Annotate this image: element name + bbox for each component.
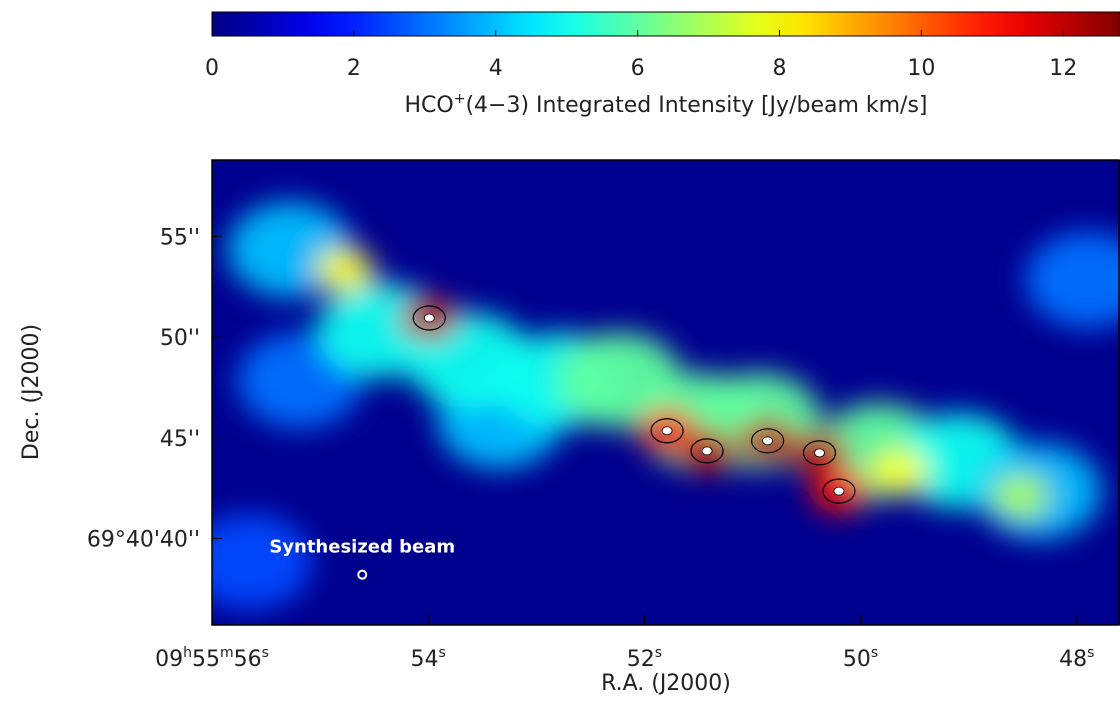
emission-peak — [991, 474, 1050, 519]
beam — [357, 569, 368, 580]
colorbar-tick-label: 10 — [907, 56, 935, 81]
colorbar-tick-label: 0 — [205, 56, 219, 81]
y-tick-label: 69°40'40'' — [87, 527, 200, 552]
colorbar-tick-label: 2 — [347, 56, 361, 81]
peak-core — [762, 436, 774, 446]
contour — [822, 478, 856, 504]
colorbar-label: HCO+(4−3) Integrated Intensity [Jy/beam … — [404, 91, 927, 118]
colorbar-tick-label: 12 — [1049, 56, 1077, 81]
tick-sup: s — [262, 645, 269, 661]
x-tick-label: 48s — [1059, 645, 1094, 672]
tick-sup: s — [439, 645, 446, 661]
peak-core — [423, 313, 435, 323]
colorbar-tick-label: 6 — [631, 56, 645, 81]
x-tick-label: 50s — [843, 645, 878, 672]
tick-part: 50 — [843, 647, 871, 672]
plot-frame — [211, 159, 1120, 626]
contour — [751, 428, 785, 454]
label-sup: + — [454, 91, 466, 107]
contour — [690, 438, 724, 464]
y-tick-label: 55'' — [160, 225, 200, 250]
label-part: (4−3) Integrated Intensity [Jy/beam km/s… — [465, 93, 927, 118]
tick-sup: h — [183, 645, 192, 661]
annotation: Synthesized beam — [269, 537, 455, 558]
emission-peak — [870, 449, 929, 494]
colorbar-tick-label: 4 — [489, 56, 503, 81]
tick-sup: s — [871, 645, 878, 661]
emission-peak — [316, 247, 374, 292]
tick-sup: m — [220, 645, 234, 661]
tick-part: 55 — [192, 647, 220, 672]
colorbar — [211, 11, 1120, 37]
x-tick-label: 09h55m56s — [155, 645, 269, 672]
tick-part: 54 — [411, 647, 439, 672]
overlay — [412, 305, 856, 504]
tick-part: 56 — [234, 647, 262, 672]
emission-peak — [212, 513, 313, 610]
contour — [412, 305, 446, 331]
x-tick-label: 54s — [411, 645, 446, 672]
label-part: HCO — [404, 93, 453, 118]
peak-core — [701, 446, 713, 456]
contour — [802, 440, 837, 466]
tick-sup: s — [655, 645, 662, 661]
y-tick-label: 45'' — [160, 427, 200, 452]
x-tick-label: 52s — [627, 645, 662, 672]
peak-core — [833, 486, 845, 496]
colorbar-tick-label: 8 — [773, 56, 787, 81]
y-axis-label: Dec. (J2000) — [19, 324, 44, 460]
tick-part: 52 — [627, 647, 655, 672]
emission-map — [212, 201, 1120, 610]
x-axis-label: R.A. (J2000) — [601, 671, 731, 696]
y-tick-label: 50'' — [160, 326, 200, 351]
emission-peak — [1025, 231, 1120, 328]
peak-core — [661, 426, 673, 436]
tick-part: 48 — [1059, 647, 1087, 672]
peak-core — [814, 448, 825, 458]
tick-sup: s — [1087, 645, 1094, 661]
contour — [650, 418, 684, 444]
tick-part: 09 — [155, 647, 183, 672]
